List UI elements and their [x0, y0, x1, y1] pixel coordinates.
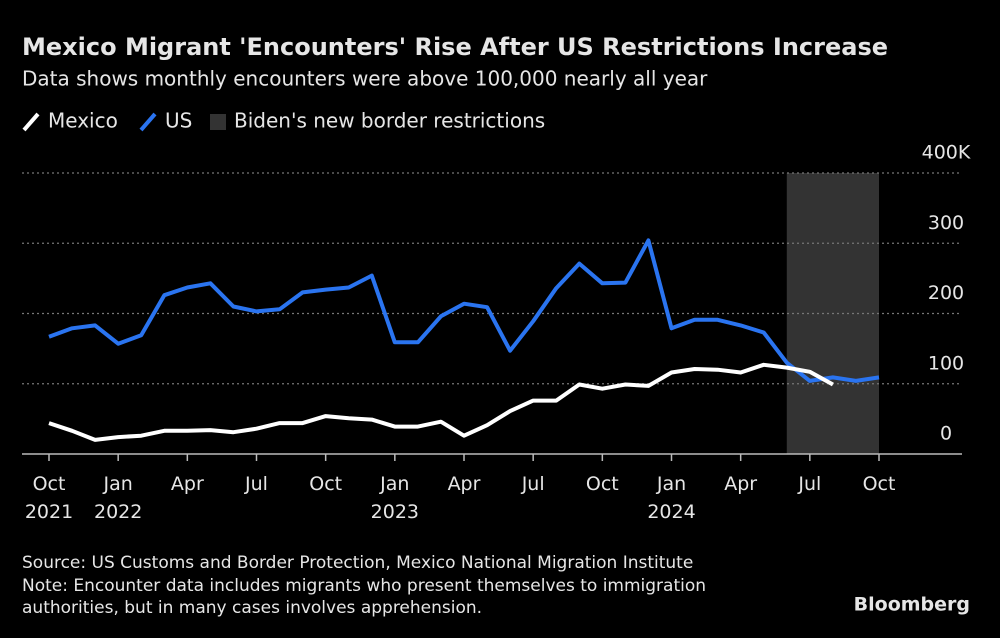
- line-series: [48, 238, 880, 383]
- x-tick-label: Jan 2024: [647, 473, 695, 523]
- legend-label: US: [165, 109, 192, 133]
- x-tick-label: Oct 2021: [25, 473, 73, 523]
- x-tick-label: Jul: [521, 473, 545, 495]
- x-tick-label: Jul: [797, 473, 821, 495]
- brand: Bloomberg: [854, 594, 970, 616]
- x-tick-label: Apr: [724, 473, 757, 495]
- note: authorities, but in many cases involves …: [22, 598, 482, 618]
- x-tick-label: Oct: [863, 473, 896, 495]
- x-tick-label: Oct: [586, 473, 619, 495]
- x-tick-label: Oct: [309, 473, 342, 495]
- legend-label: Biden's new border restrictions: [234, 109, 545, 133]
- note: Note: Encounter data includes migrants w…: [22, 576, 706, 596]
- line-series: [48, 362, 834, 442]
- y-tick-label: 100: [928, 352, 964, 374]
- y-tick-label: 0: [940, 423, 952, 445]
- y-tick-label: 200: [928, 282, 964, 304]
- source: Source: US Customs and Border Protection…: [22, 553, 693, 573]
- chart-subtitle: Data shows monthly encounters were above…: [22, 67, 708, 91]
- x-tick-label: Jul: [244, 473, 268, 495]
- x-tick-label: Jan 2023: [371, 473, 419, 523]
- legend-swatch: [139, 112, 157, 132]
- x-tick-label: Apr: [171, 473, 204, 495]
- chart-title: Mexico Migrant 'Encounters' Rise After U…: [22, 33, 888, 61]
- legend-label: Mexico: [48, 109, 118, 133]
- y-tick-label: 400K: [922, 142, 971, 164]
- x-tick-label: Jan 2022: [94, 473, 142, 523]
- legend-swatch: [22, 112, 40, 132]
- x-tick-label: Apr: [448, 473, 481, 495]
- y-tick-label: 300: [928, 212, 964, 234]
- legend-swatch: [210, 114, 226, 130]
